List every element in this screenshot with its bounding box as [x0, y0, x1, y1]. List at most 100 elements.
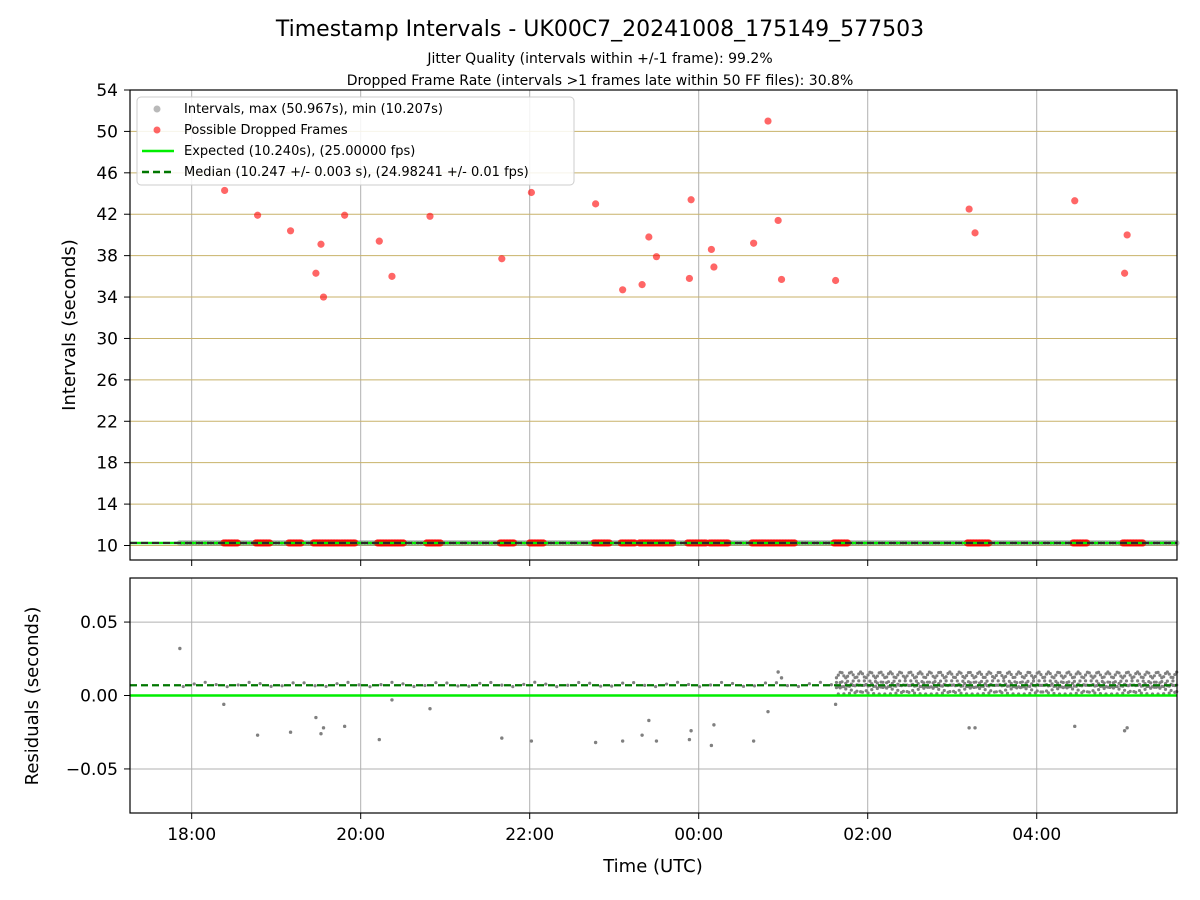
residual-point	[708, 683, 713, 687]
residual-point	[914, 679, 918, 683]
residual-outlier-point	[973, 726, 977, 730]
residual-point	[1004, 688, 1008, 692]
x-tick-label: 20:00	[336, 825, 385, 845]
residual-point	[1173, 672, 1177, 677]
residual-point	[697, 685, 702, 689]
residual-point	[807, 682, 812, 686]
residual-point	[1093, 691, 1097, 695]
residual-outlier-point	[751, 739, 756, 743]
residual-point	[1137, 688, 1142, 693]
dropped-frame-point	[426, 212, 434, 220]
residual-point	[643, 683, 647, 687]
residual-point	[935, 674, 939, 678]
residual-point	[1026, 679, 1030, 684]
residual-point	[898, 679, 902, 683]
dropped-frame-point	[1071, 197, 1079, 205]
dropped-frame-point	[832, 276, 840, 285]
residual-point	[302, 681, 306, 685]
residual-point	[914, 675, 918, 679]
residuals-y-tick-label: 0.05	[80, 613, 118, 633]
residual-point	[1169, 688, 1173, 693]
residual-point	[855, 689, 859, 693]
residual-point	[467, 684, 471, 688]
residual-point	[1119, 679, 1123, 683]
residual-point	[989, 671, 993, 675]
residual-point	[961, 679, 965, 683]
dropped-frame-point	[707, 245, 715, 254]
residual-point	[588, 681, 592, 685]
legend-label-intervals: Intervals, max (50.967s), min (10.207s)	[184, 102, 443, 117]
residual-point	[994, 673, 998, 678]
residual-outlier-point	[640, 733, 644, 737]
residual-point	[1015, 672, 1019, 676]
residual-point	[907, 690, 911, 694]
residual-outlier-point	[654, 739, 659, 743]
residual-point	[829, 683, 833, 687]
residual-outlier-point	[776, 670, 780, 674]
legend-marker-dropped	[153, 126, 161, 134]
residual-point	[1117, 681, 1121, 686]
residual-point	[1041, 690, 1045, 694]
chart-title: Timestamp Intervals - UK00C7_20241008_17…	[275, 17, 924, 42]
residual-point	[1171, 675, 1175, 680]
residual-point	[840, 671, 844, 675]
residual-point	[1048, 679, 1052, 683]
dropped-frame-point	[710, 263, 718, 271]
residual-outlier-point	[314, 715, 318, 720]
residual-point	[214, 682, 218, 687]
residual-point	[1074, 691, 1078, 696]
residual-point	[1089, 679, 1093, 683]
residual-point	[1087, 690, 1091, 694]
residual-point	[985, 672, 989, 676]
residual-point	[192, 682, 196, 686]
residual-point	[844, 681, 848, 685]
residual-point	[963, 681, 967, 686]
dropped-frame-point	[750, 239, 758, 247]
x-tick-label: 18:00	[167, 825, 216, 845]
residual-point	[955, 672, 959, 677]
residual-point	[1167, 691, 1171, 695]
residual-point	[1063, 674, 1067, 678]
residual-point	[879, 670, 883, 674]
residual-point	[849, 688, 853, 692]
residual-point	[752, 684, 757, 688]
residual-point	[445, 681, 449, 685]
residual-point	[911, 673, 915, 677]
residual-point	[929, 671, 933, 675]
residual-point	[1072, 679, 1077, 683]
residual-point	[1091, 689, 1095, 693]
residual-point	[269, 684, 273, 688]
residual-point	[1093, 674, 1097, 678]
legend-label-expected: Expected (10.240s), (25.00000 fps)	[184, 144, 415, 159]
residual-point	[1117, 687, 1121, 691]
residual-point	[1083, 679, 1088, 683]
residual-point	[763, 681, 768, 685]
residual-point	[1007, 670, 1011, 674]
residual-point	[987, 691, 991, 695]
residual-point	[796, 684, 801, 689]
residual-point	[834, 680, 839, 685]
residual-point	[247, 680, 251, 684]
dropped-frame-point	[638, 281, 646, 289]
residual-point	[1096, 688, 1101, 692]
intervals-ticks: 10 14 18 22 26 30 34 38 42 46 50 54	[96, 81, 1038, 566]
residual-point	[434, 681, 438, 685]
residual-point	[894, 676, 898, 680]
residual-point	[896, 673, 900, 677]
residual-point	[860, 690, 865, 694]
legend-box	[136, 96, 575, 186]
residual-point	[989, 689, 993, 693]
residual-point	[950, 679, 954, 683]
residual-point	[335, 682, 339, 686]
residual-point	[927, 680, 932, 684]
dropped-frame-point	[1123, 231, 1131, 239]
residual-point	[1030, 674, 1034, 678]
residual-point	[920, 672, 924, 676]
residual-point	[950, 672, 954, 676]
residual-point	[875, 674, 879, 678]
residual-point	[834, 676, 839, 680]
residual-point	[881, 680, 885, 684]
residual-point	[881, 673, 885, 677]
residual-point	[544, 682, 548, 686]
residual-point	[719, 680, 724, 685]
